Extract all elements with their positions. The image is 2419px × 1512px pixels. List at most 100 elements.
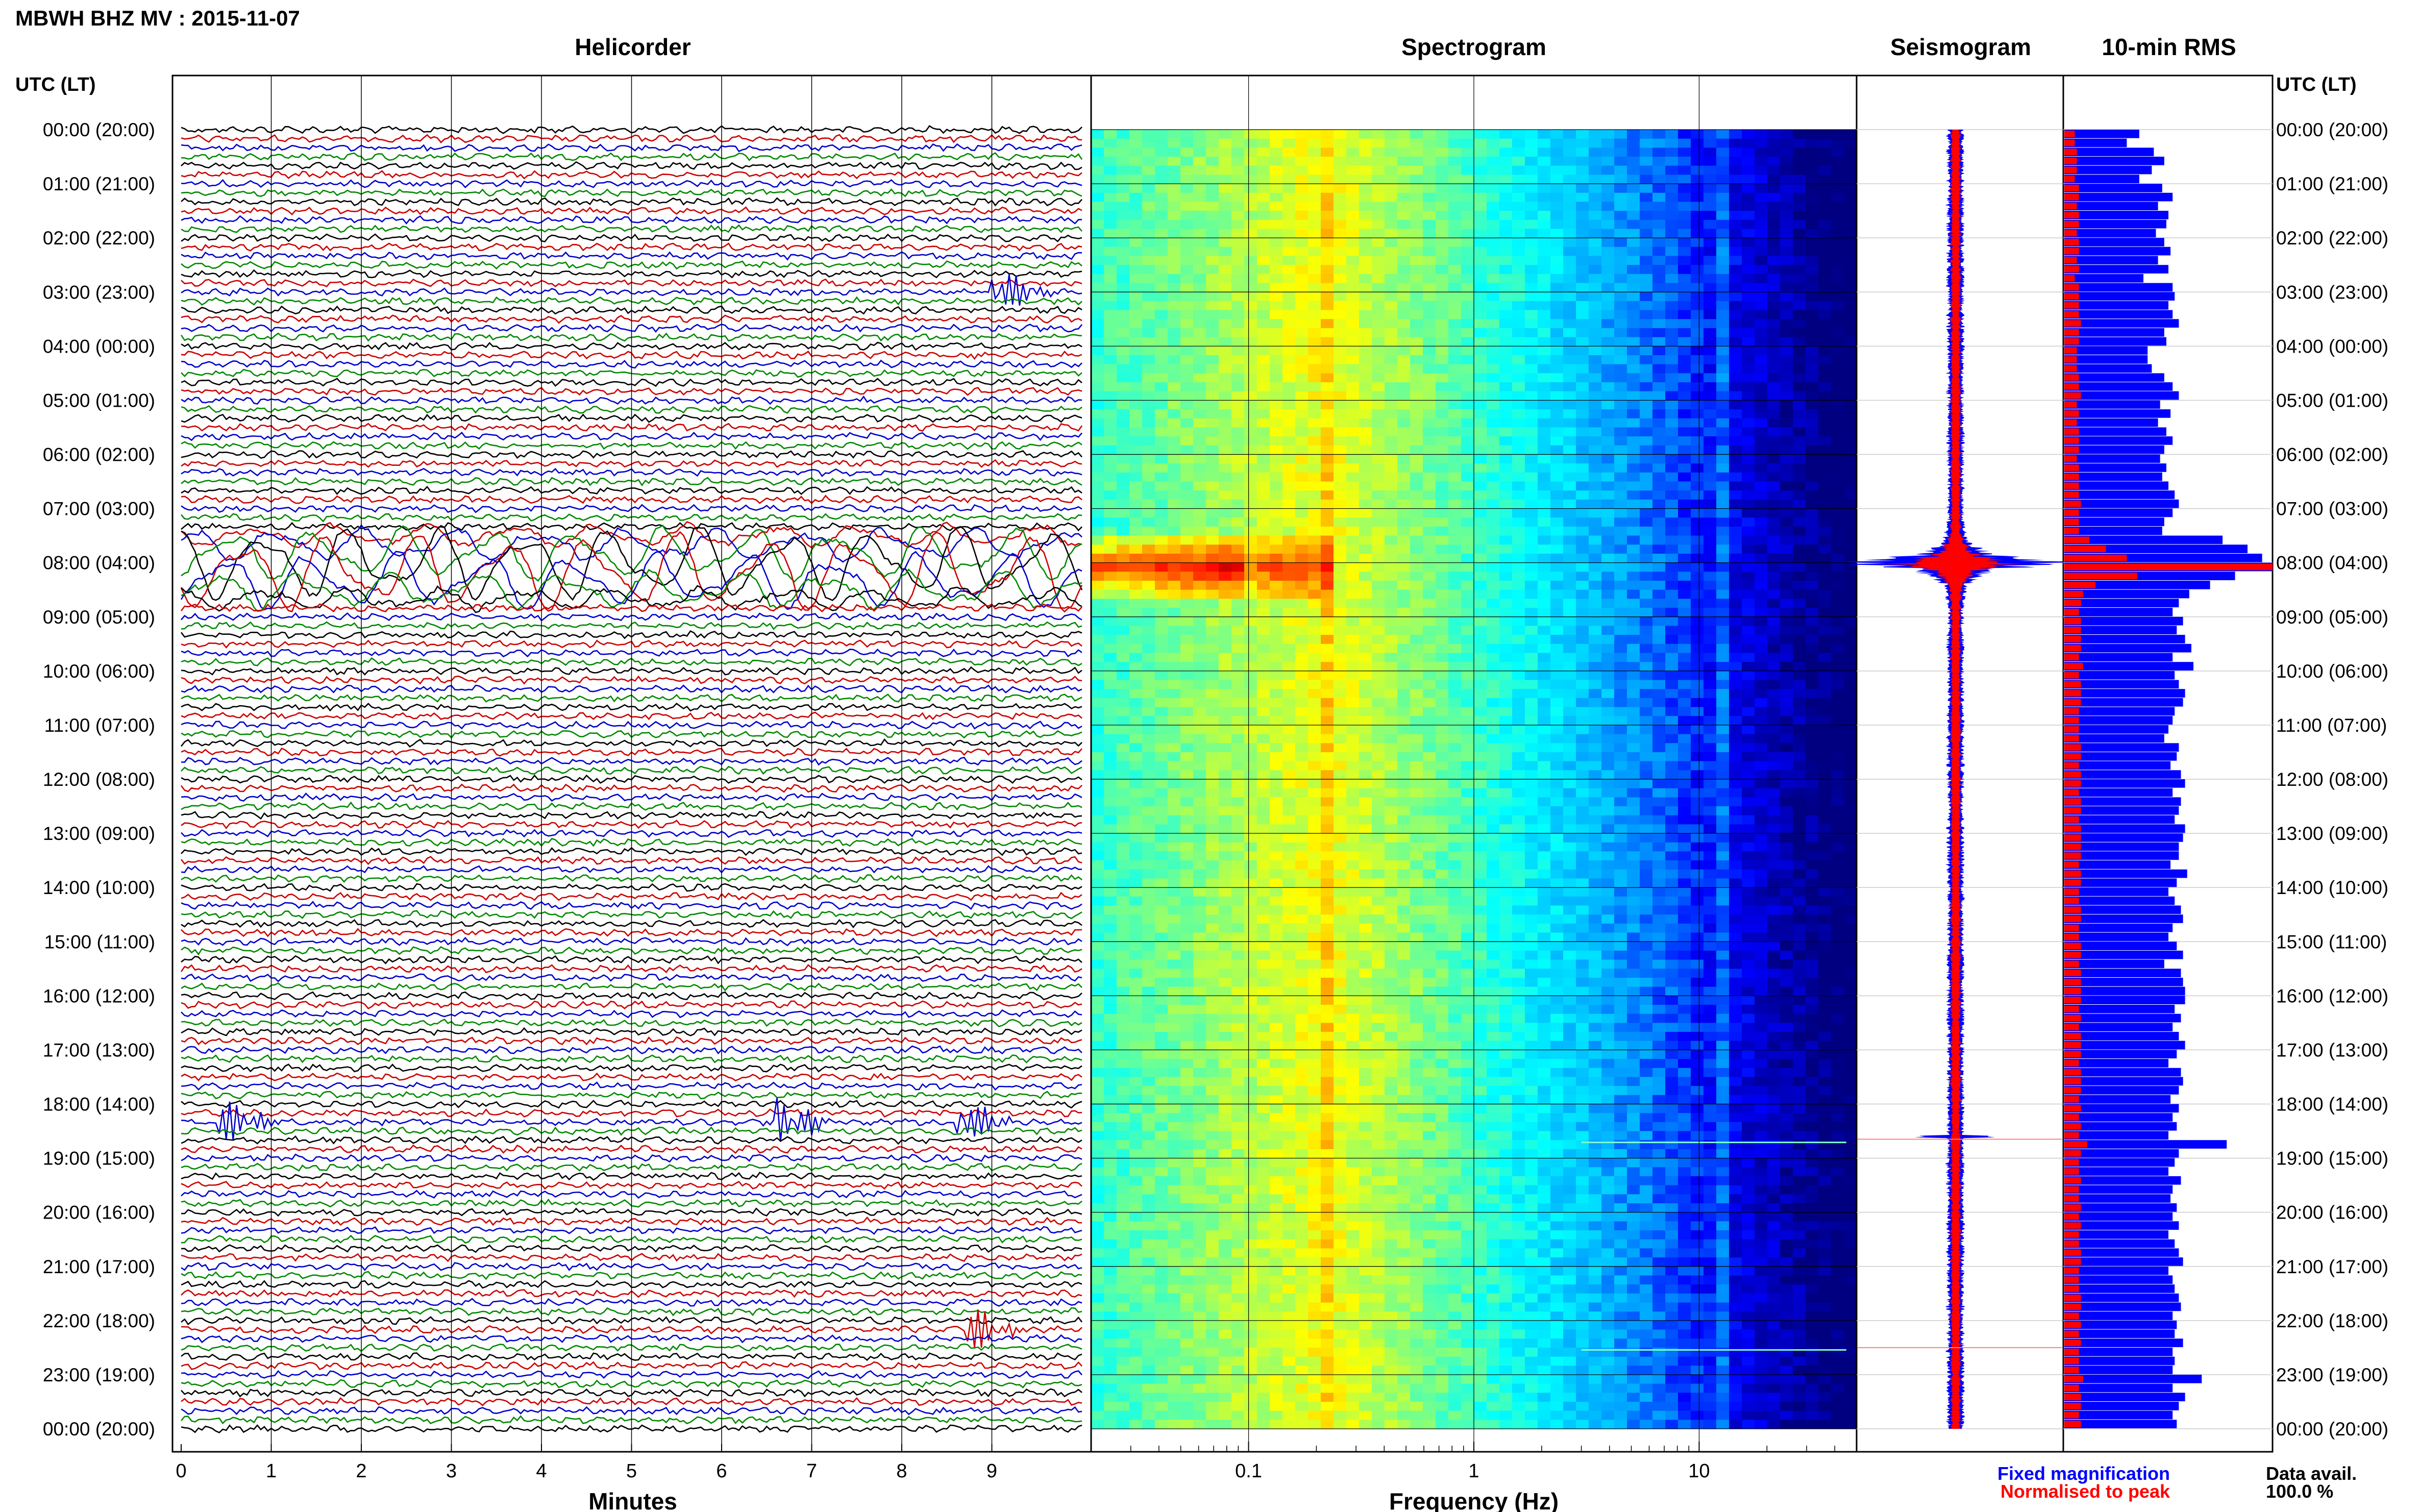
spectrogram-cell: [1091, 653, 1104, 662]
spectrogram-cell: [1219, 346, 1232, 356]
spectrogram-cell: [1091, 734, 1104, 743]
spectrogram-cell: [1244, 418, 1257, 428]
spectrogram-cell: [1397, 725, 1411, 735]
spectrogram-cell: [1423, 770, 1436, 780]
spectrogram-cell: [1652, 616, 1666, 627]
spectrogram-cell: [1589, 581, 1602, 590]
spectrogram-cell: [1742, 643, 1755, 654]
spectrogram-cell: [1512, 689, 1525, 699]
spectrogram-cell: [1117, 445, 1130, 455]
spectrogram-cell: [1104, 418, 1117, 428]
spectrogram-cell: [1231, 544, 1245, 554]
spectrogram-cell: [1436, 202, 1449, 211]
spectrogram-cell: [1729, 616, 1742, 627]
spectrogram-cell: [1793, 581, 1806, 590]
spectrogram-cell: [1512, 292, 1525, 302]
spectrogram-cell: [1576, 292, 1589, 302]
spectrogram-cell: [1499, 581, 1513, 590]
spectrogram-cell: [1270, 274, 1283, 284]
spectrogram-cell: [1244, 184, 1257, 193]
spectrogram-cell: [1308, 436, 1321, 446]
spectrogram-cell: [1716, 716, 1730, 726]
spectrogram-cell: [1117, 463, 1130, 473]
spectrogram-cell: [1793, 716, 1806, 726]
spectrogram-cell: [1168, 716, 1181, 726]
spectrogram-cell: [1372, 562, 1385, 572]
spectrogram-cell: [1321, 761, 1334, 771]
spectrogram-cell: [1410, 147, 1423, 157]
spectrogram-cell: [1410, 373, 1423, 383]
spectrogram-cell: [1372, 833, 1385, 843]
spectrogram-cell: [1436, 184, 1449, 193]
spectrogram-cell: [1206, 283, 1219, 292]
spectrogram-cell: [1321, 734, 1334, 743]
spectrogram-cell: [1767, 418, 1781, 428]
spectrogram-cell: [1193, 671, 1206, 681]
spectrogram-cell: [1397, 842, 1411, 852]
spectrogram-cell: [1155, 256, 1168, 265]
spectrogram-cell: [1550, 219, 1564, 230]
spectrogram-cell: [1716, 599, 1730, 608]
spectrogram-cell: [1270, 635, 1283, 645]
spectrogram-cell: [1576, 346, 1589, 356]
spectrogram-cell: [1168, 851, 1181, 861]
spectrogram-cell: [1372, 382, 1385, 392]
spectrogram-cell: [1091, 616, 1104, 627]
spectrogram-cell: [1423, 346, 1436, 356]
spectrogram-cell: [1806, 157, 1819, 166]
spectrogram-cell: [1678, 229, 1691, 238]
spectrogram-cell: [1091, 788, 1104, 798]
spectrogram-cell: [1512, 373, 1525, 383]
spectrogram-cell: [1550, 734, 1564, 743]
spectrogram-cell: [1589, 130, 1602, 139]
spectrogram-cell: [1385, 851, 1398, 861]
spectrogram-cell: [1193, 815, 1206, 825]
spectrogram-cell: [1793, 824, 1806, 834]
spectrogram-cell: [1729, 572, 1742, 581]
spectrogram-cell: [1755, 707, 1768, 716]
spectrogram-cell: [1436, 725, 1449, 735]
spectrogram-cell: [1512, 319, 1525, 329]
spectrogram-cell: [1385, 653, 1398, 662]
spectrogram-cell: [1474, 138, 1487, 148]
spectrogram-cell: [1104, 680, 1117, 689]
spectrogram-cell: [1448, 490, 1462, 500]
spectrogram-cell: [1563, 599, 1576, 608]
spectrogram-cell: [1117, 274, 1130, 284]
spectrogram-cell: [1499, 788, 1513, 798]
spectrogram-cell: [1512, 346, 1525, 356]
spectrogram-cell: [1652, 581, 1666, 590]
spectrogram-cell: [1806, 130, 1819, 139]
spectrogram-cell: [1461, 689, 1474, 699]
spectrogram-cell: [1091, 202, 1104, 211]
spectrogram-cell: [1321, 698, 1334, 708]
spectrogram-cell: [1512, 824, 1525, 834]
spectrogram-cell: [1321, 373, 1334, 383]
spectrogram-cell: [1652, 608, 1666, 617]
spectrogram-cell: [1601, 400, 1615, 410]
spectrogram-cell: [1321, 725, 1334, 735]
spectrogram-cell: [1755, 436, 1768, 446]
spectrogram-cell: [1436, 626, 1449, 635]
spectrogram-cell: [1806, 283, 1819, 292]
spectrogram-cell: [1678, 175, 1691, 184]
spectrogram-cell: [1270, 184, 1283, 193]
spectrogram-cell: [1589, 743, 1602, 753]
spectrogram-cell: [1104, 544, 1117, 554]
spectrogram-cell: [1538, 130, 1551, 139]
spectrogram-cell: [1282, 635, 1296, 645]
spectrogram-cell: [1755, 211, 1768, 220]
spectrogram-cell: [1780, 328, 1793, 338]
spectrogram-cell: [1652, 400, 1666, 410]
spectrogram-cell: [1397, 319, 1411, 329]
spectrogram-cell: [1270, 599, 1283, 608]
spectrogram-cell: [1436, 544, 1449, 554]
spectrogram-cell: [1206, 608, 1219, 617]
spectrogram-cell: [1742, 535, 1755, 545]
spectrogram-cell: [1423, 599, 1436, 608]
station-title: MBWH BHZ MV : 2015-11-07: [15, 6, 300, 30]
spectrogram-cell: [1563, 824, 1576, 834]
spectrogram-cell: [1410, 716, 1423, 726]
spectrogram-cell: [1321, 184, 1334, 193]
spectrogram-cell: [1525, 364, 1538, 374]
